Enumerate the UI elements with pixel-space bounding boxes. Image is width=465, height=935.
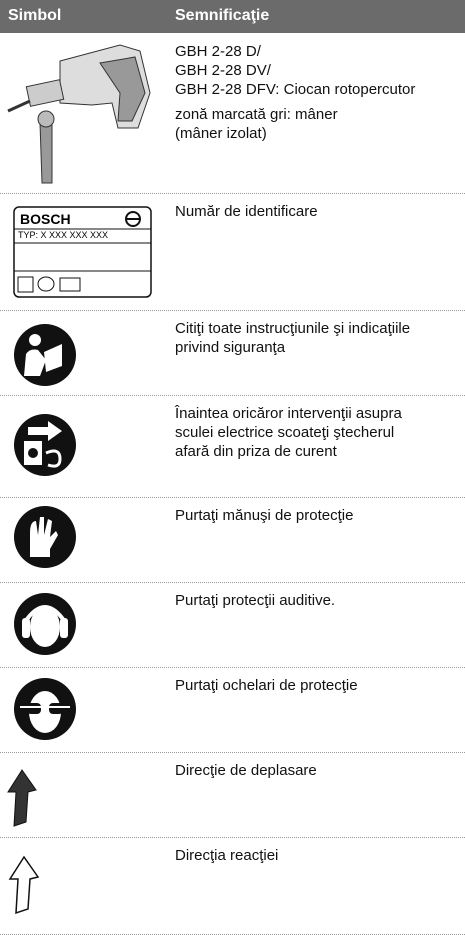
text-line: privind siguranţa [175, 339, 286, 356]
paragraph: Purtaţi ochelari de protecţie [175, 676, 358, 695]
table-row: Direcţia reacţiei [0, 837, 465, 935]
meaning: Număr de identificare [175, 202, 318, 227]
goggles-icon [14, 678, 76, 740]
paragraph: GBH 2-28 D/GBH 2-28 DV/GBH 2-28 DFV: Cio… [175, 42, 415, 99]
table-row: Purtaţi ochelari de protecţie [0, 667, 465, 753]
meaning: Direcţie de deplasare [175, 761, 317, 786]
meaning: Purtaţi ochelari de protecţie [175, 676, 358, 701]
paragraph: zonă marcată gri: mâner (mâner izolat) [175, 105, 415, 143]
text-line: zonă marcată gri: mâner [175, 106, 338, 123]
table-row: GBH 2-28 D/GBH 2-28 DV/GBH 2-28 DFV: Cio… [0, 33, 465, 194]
meaning: Purtaţi protecţii auditive. [175, 591, 335, 616]
ear-icon [14, 593, 76, 655]
meaning: Direcţia reacţiei [175, 846, 278, 871]
reaction-arrow [8, 855, 40, 915]
manual-icon [14, 324, 76, 386]
text-line: Direcţie de deplasare [175, 762, 317, 779]
text-line: Înaintea oricăror intervenţii asupra [175, 405, 402, 422]
meaning: Înaintea oricăror intervenţii asupra scul… [175, 404, 402, 467]
table-header: Simbol Semnificaţie [0, 0, 465, 33]
paragraph: Purtaţi mănuşi de protecţie [175, 506, 353, 525]
drill-icon [7, 44, 151, 184]
text-line: GBH 2-28 DFV: Ciocan rotopercutor [175, 81, 416, 98]
meaning: Purtaţi mănuşi de protecţie [175, 506, 353, 531]
type-plate: BOSCH TYP: X XXX XXX XXX [13, 206, 152, 298]
paragraph: Direcţie de deplasare [175, 761, 317, 780]
header-cell: Semnificaţie [175, 7, 270, 24]
table-row: Direcţie de deplasare [0, 752, 465, 838]
paragraph: Direcţia reacţiei [175, 846, 278, 865]
text-line: GBH 2-28 DV/ [175, 62, 271, 79]
plate-type: TYP: X XXX XXX XXX [18, 230, 108, 240]
table-row: BOSCH TYP: X XXX XXX XXX Număr de identi… [0, 193, 465, 311]
text-line: Citiţi toate instrucţiunile şi indicaţii… [175, 320, 411, 337]
text-line: sculei electrice scoateţi ştecherul [175, 424, 395, 441]
text-line: afară din priza de curent [175, 443, 337, 460]
text-line: Purtaţi protecţii auditive. [175, 592, 336, 609]
plate-brand: BOSCH [20, 211, 71, 227]
text-line: Număr de identificare [175, 203, 318, 220]
paragraph: Număr de identificare [175, 202, 318, 221]
header-cell: Simbol [8, 7, 62, 24]
text-line: (mâner izolat) [175, 125, 267, 142]
meaning: Citiţi toate instrucţiunile şi indicaţii… [175, 319, 410, 363]
meaning: GBH 2-28 D/GBH 2-28 DV/GBH 2-28 DFV: Cio… [175, 42, 415, 149]
paragraph: Purtaţi protecţii auditive. [175, 591, 335, 610]
gloves-icon [14, 506, 76, 568]
text-line: Purtaţi ochelari de protecţie [175, 677, 358, 694]
direction-arrow [7, 769, 37, 827]
paragraph: Citiţi toate instrucţiunile şi indicaţii… [175, 319, 410, 357]
table-row: Purtaţi protecţii auditive. [0, 582, 465, 668]
table-row: Înaintea oricăror intervenţii asupra scul… [0, 395, 465, 498]
text-line: Purtaţi mănuşi de protecţie [175, 507, 354, 524]
unplug-icon [14, 414, 76, 476]
table-row: Citiţi toate instrucţiunile şi indicaţii… [0, 310, 465, 396]
table-row: Purtaţi mănuşi de protecţie [0, 497, 465, 583]
paragraph: Înaintea oricăror intervenţii asupra scul… [175, 404, 402, 461]
text-line: GBH 2-28 D/ [175, 43, 261, 60]
text-line: Direcţia reacţiei [175, 847, 279, 864]
